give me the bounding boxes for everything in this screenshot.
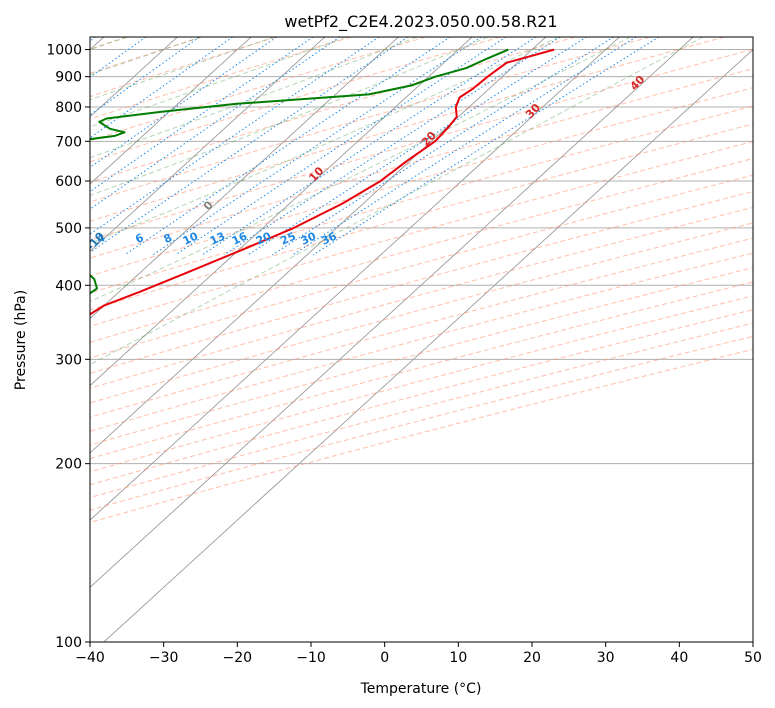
isotherm-line xyxy=(103,48,753,642)
dewpoint-profile xyxy=(90,48,509,295)
dry-adiabat-line xyxy=(90,158,753,343)
dry-adiabats xyxy=(90,37,753,523)
dry-adiabat-line xyxy=(90,252,753,432)
x-tick-label: −20 xyxy=(223,650,253,666)
dry-adiabat-line xyxy=(90,37,426,142)
y-tick-label: 600 xyxy=(55,174,82,190)
dry-adiabat-line xyxy=(90,37,725,222)
x-axis-ticks: −40 −30 −20 −10 0 10 20 30 40 50 xyxy=(75,642,762,666)
dry-adiabat-line xyxy=(90,48,753,241)
mixing-ratio-label: 30 xyxy=(299,229,319,247)
mixing-ratio-line xyxy=(90,37,277,169)
sounding-profiles xyxy=(90,48,555,316)
y-tick-label: 1000 xyxy=(46,43,82,59)
mixing-ratio-line xyxy=(90,37,341,210)
mixing-ratio-line xyxy=(90,37,409,253)
dry-adiabat-line xyxy=(90,222,753,404)
moist-adiabat-line xyxy=(90,37,559,244)
isotherm-line xyxy=(90,37,694,588)
dry-adiabat-line xyxy=(90,37,650,203)
mixing-ratio-line xyxy=(292,37,637,256)
x-tick-label: 40 xyxy=(670,650,688,666)
x-tick-label: 50 xyxy=(744,650,762,666)
x-tick-label: −40 xyxy=(75,650,105,666)
plot-frame xyxy=(89,36,754,643)
isotherm-line xyxy=(90,37,399,320)
mixing-ratio-line xyxy=(90,37,200,116)
x-tick-label: 0 xyxy=(380,650,389,666)
mixing-ratio-line xyxy=(90,37,147,78)
isotherm-line xyxy=(90,37,178,118)
y-tick-label: 700 xyxy=(55,134,82,150)
x-tick-label: 10 xyxy=(449,650,467,666)
y-tick-label: 400 xyxy=(55,278,82,294)
dry-adiabat-line xyxy=(90,68,753,259)
dry-adiabat-line xyxy=(90,174,753,359)
dry-adiabat-line xyxy=(90,87,753,277)
dry-adiabat-line xyxy=(90,322,753,499)
mixing-ratio-line xyxy=(201,37,537,256)
isotherm-line xyxy=(90,37,620,521)
moist-adiabat-line xyxy=(90,37,488,197)
mixing-ratio-label: 36 xyxy=(319,229,339,247)
y-tick-label: 100 xyxy=(55,635,82,651)
mixing-ratio-label: 16 xyxy=(230,229,250,247)
mixing-ratio-line xyxy=(90,37,233,139)
dry-adiabat-line xyxy=(90,237,753,418)
temperature-profile xyxy=(90,48,555,316)
x-axis-title: Temperature (°C) xyxy=(360,681,482,697)
dry-adiabat-line xyxy=(90,281,753,460)
dry-adiabat-line xyxy=(90,309,753,486)
moist-adiabat-line xyxy=(90,37,275,101)
isotherm-line xyxy=(90,37,252,185)
y-tick-label: 500 xyxy=(55,221,82,237)
mixing-ratio-label: 25 xyxy=(278,230,297,248)
dry-adiabat-line xyxy=(90,37,501,163)
y-axis-ticks: 100 200 300 400 500 600 700 800 900 1000 xyxy=(46,43,90,651)
y-tick-label: 300 xyxy=(55,352,82,368)
mixing-ratio-line xyxy=(223,37,561,256)
mixing-ratio-line xyxy=(90,37,314,193)
moist-adiabat-line xyxy=(90,37,704,366)
mixing-ratio-line xyxy=(272,37,614,256)
x-tick-label: 20 xyxy=(523,650,541,666)
dry-adiabat-line xyxy=(90,123,753,311)
chart-title: wetPf2_C2E4.2023.050.00.58.R21 xyxy=(284,12,557,32)
dry-adiabat-line xyxy=(90,267,753,446)
y-tick-label: 800 xyxy=(55,100,82,116)
dry-adiabat-line xyxy=(90,37,277,98)
y-tick-label: 200 xyxy=(55,457,82,473)
dry-adiabat-line xyxy=(90,348,753,523)
x-tick-label: −30 xyxy=(149,650,179,666)
dry-adiabat-line xyxy=(90,190,753,374)
mixing-ratio-label: 10 xyxy=(181,229,201,247)
dry-adiabat-line xyxy=(90,335,753,511)
mixing-ratio-label: 13 xyxy=(208,230,227,248)
x-tick-label: −10 xyxy=(296,650,326,666)
mixing-ratio-label: 20 xyxy=(254,229,274,247)
mixing-ratio-line xyxy=(124,37,451,256)
isotherm-line xyxy=(90,37,326,252)
dry-adiabat-line xyxy=(90,295,753,473)
y-tick-label: 900 xyxy=(55,70,82,86)
mixing-ratio-line xyxy=(312,37,660,256)
x-tick-label: 30 xyxy=(597,650,615,666)
y-axis-title: Pressure (hPa) xyxy=(13,290,29,390)
